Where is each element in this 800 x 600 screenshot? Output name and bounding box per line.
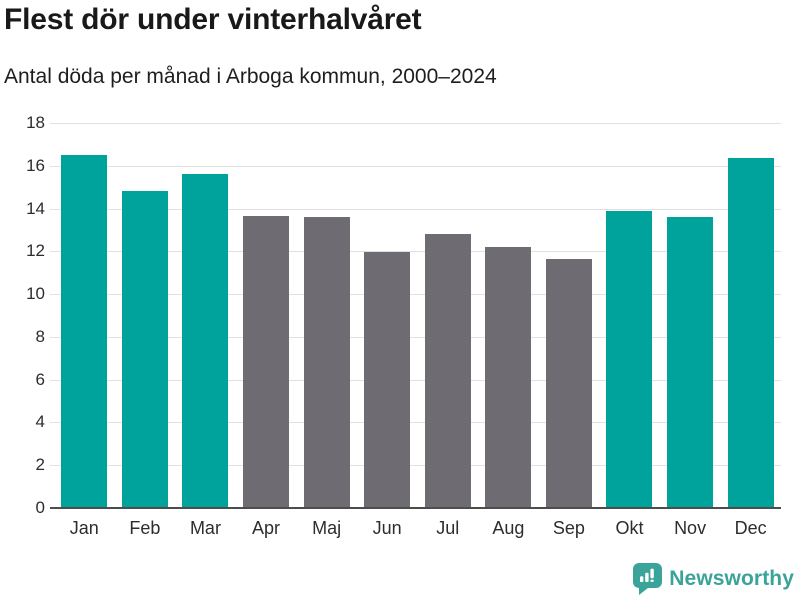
bar-slot (417, 123, 478, 508)
y-tick-label: 0 (35, 498, 45, 517)
bar-slot (660, 123, 721, 508)
y-tick-label: 16 (26, 155, 45, 175)
bar-slot (175, 123, 236, 508)
x-tick-label: Sep (552, 518, 585, 538)
bar-slot (720, 123, 781, 508)
bar-slot (539, 123, 600, 508)
y-axis-labels: 0 2 4 6 8 10 12 14 16 18 (1, 113, 45, 517)
y-tick-label: 4 (35, 412, 45, 432)
gridline (50, 294, 781, 296)
chart-title: Flest dör under vinterhalvåret (4, 3, 422, 36)
gridline (50, 336, 781, 338)
x-tick-label: Feb (129, 518, 161, 538)
y-tick-label: 2 (35, 455, 45, 475)
y-tick-label: 10 (26, 284, 45, 304)
gridline (50, 379, 781, 381)
bar-slot (478, 123, 539, 508)
bar-aug (485, 247, 532, 508)
bar-sep (545, 258, 592, 508)
newsworthy-logo: Newsworthy (633, 563, 794, 595)
x-tick-label: Jan (69, 518, 99, 538)
chart-subtitle: Antal döda per månad i Arboga kommun, 20… (4, 65, 497, 88)
x-tick-label: Jun (372, 518, 402, 538)
bar-jun (364, 252, 411, 508)
bar-slot (236, 123, 297, 508)
bar-okt (606, 210, 653, 508)
bar-slot (296, 123, 357, 508)
bar-series (54, 123, 781, 508)
bar-slot (54, 123, 115, 508)
x-axis-line (50, 507, 781, 509)
gridline (50, 465, 781, 467)
bar-nov (667, 217, 714, 508)
bar-jul (424, 234, 471, 508)
x-axis-labels: Jan Feb Mar Apr Maj Jun Jul Aug Sep Okt Nov Dec (54, 518, 781, 539)
bar-dec (727, 158, 774, 508)
x-tick-label: Aug (492, 518, 525, 538)
gridline (50, 208, 781, 210)
gridline (50, 123, 781, 124)
x-tick-label: Mar (189, 518, 221, 538)
newsworthy-logo-icon (633, 563, 663, 595)
bar-slot (115, 123, 176, 508)
gridline (50, 251, 781, 253)
plot-area: 0 2 4 6 8 10 12 14 16 18 Jan Feb Mar Apr Maj Jun Jul Aug… (26, 113, 781, 538)
newsworthy-brand-name: Newsworthy (669, 567, 794, 590)
y-tick-label: 12 (26, 241, 45, 261)
x-tick-label: Nov (674, 518, 707, 538)
bar-maj (303, 217, 350, 508)
x-tick-label: Apr (252, 518, 281, 538)
y-tick-label: 8 (35, 326, 45, 346)
x-tick-label: Okt (615, 518, 644, 538)
y-tick-label: 18 (26, 113, 45, 132)
bar-slot (357, 123, 418, 508)
bar-slot (599, 123, 660, 508)
bar-mar (182, 174, 229, 508)
y-tick-label: 14 (26, 198, 45, 218)
x-tick-label: Maj (312, 518, 342, 538)
gridline (50, 165, 781, 167)
y-tick-label: 6 (35, 369, 45, 389)
bar-jan (61, 155, 108, 508)
bar-feb (121, 191, 168, 508)
x-tick-label: Dec (734, 518, 767, 538)
gridline (50, 422, 781, 424)
x-tick-label: Jul (436, 518, 460, 538)
bar-apr (243, 216, 290, 508)
